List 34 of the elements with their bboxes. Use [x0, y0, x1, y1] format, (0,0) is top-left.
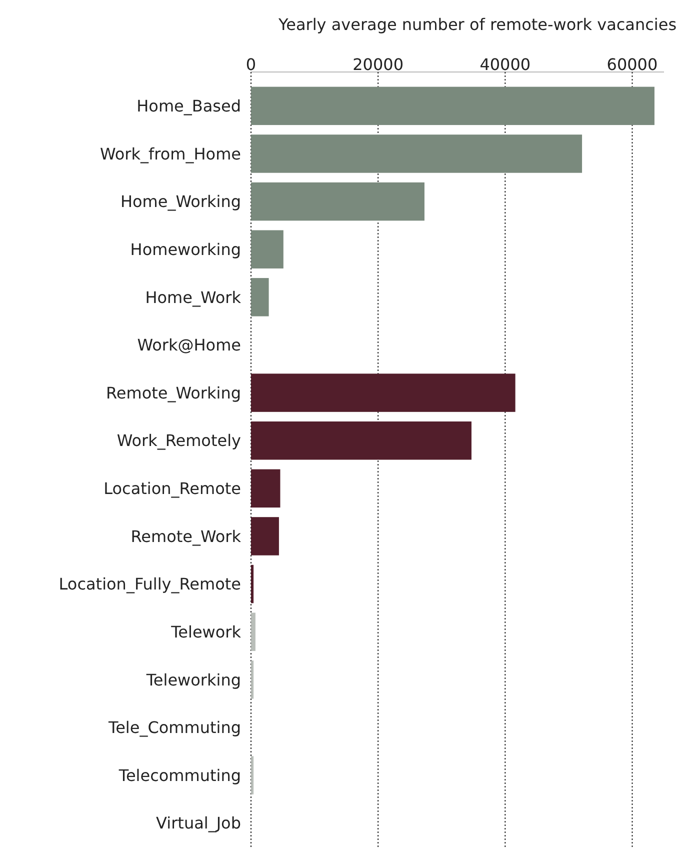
- bar: [251, 86, 654, 126]
- bar: [251, 230, 284, 268]
- bar: [251, 517, 279, 556]
- y-tick-label: Work@Home: [137, 336, 241, 355]
- bar: [251, 374, 516, 412]
- bar: [251, 182, 424, 221]
- y-tick-label: Home_Based: [136, 96, 241, 116]
- bar: [251, 134, 582, 173]
- y-tick-label: Work_Remotely: [116, 431, 241, 450]
- bar: [251, 421, 472, 460]
- x-tick-label: 40000: [480, 55, 531, 74]
- bar: [251, 660, 254, 699]
- y-tick-label: Telecommuting: [118, 766, 241, 785]
- bar: [251, 756, 254, 794]
- bar: [251, 612, 256, 651]
- y-tick-label: Home_Work: [145, 288, 242, 307]
- bar: [251, 469, 280, 508]
- bar: [251, 564, 254, 604]
- bar: [251, 278, 269, 316]
- x-axis-title: Yearly average number of remote-work vacancies: [277, 15, 677, 34]
- y-tick-label: Remote_Working: [106, 383, 241, 402]
- x-tick-label: 20000: [352, 55, 404, 74]
- y-tick-label: Work_from_Home: [100, 144, 241, 164]
- y-tick-label: Location_Fully_Remote: [58, 574, 241, 594]
- y-tick-label: Home_Working: [120, 192, 241, 212]
- y-tick-label: Homeworking: [130, 240, 241, 259]
- x-tick-label: 0: [246, 55, 256, 74]
- y-tick-label: Virtual_Job: [156, 814, 241, 833]
- x-tick-label: 60000: [606, 55, 658, 74]
- y-tick-label: Location_Remote: [104, 479, 241, 498]
- y-tick-label: Tele_Commuting: [108, 718, 241, 738]
- y-tick-label: Telework: [170, 622, 242, 642]
- y-tick-label: Teleworking: [145, 670, 241, 690]
- y-tick-label: Remote_Work: [130, 526, 242, 546]
